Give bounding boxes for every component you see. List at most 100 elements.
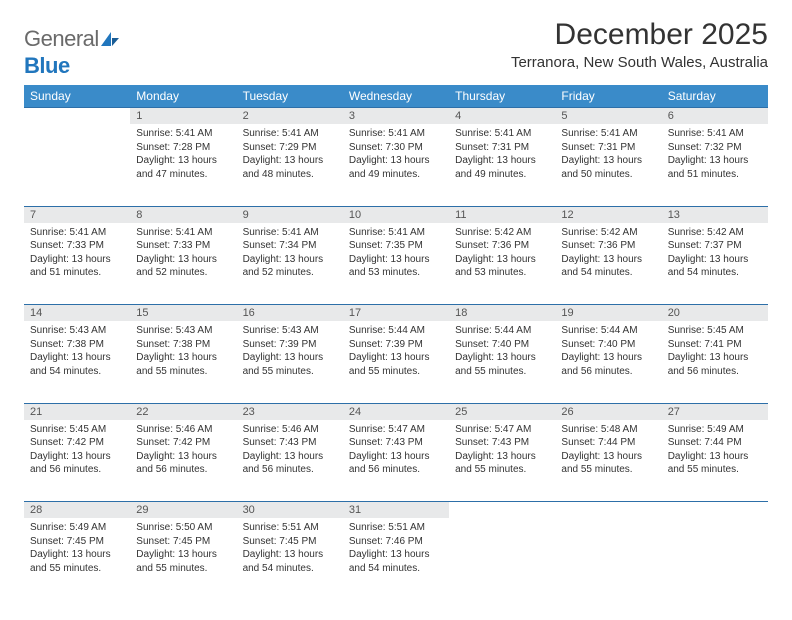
daylight-line: Daylight: 13 hours and 52 minutes. — [136, 253, 230, 280]
sunrise-line-label: Sunrise: — [561, 325, 598, 336]
sunrise-line-label: Sunrise: — [30, 325, 67, 336]
day-number-cell: 20 — [662, 305, 768, 322]
daylight-line-label: Daylight: — [30, 451, 69, 462]
day-content-cell: Sunrise: 5:42 AMSunset: 7:36 PMDaylight:… — [555, 223, 661, 305]
sunset-line-label: Sunset: — [668, 142, 702, 153]
sunset-line-value: 7:44 PM — [595, 437, 635, 448]
sunrise-line-label: Sunrise: — [243, 325, 280, 336]
daylight-line: Daylight: 13 hours and 54 minutes. — [243, 548, 337, 575]
day-number: 8 — [136, 209, 142, 221]
daylight-line-label: Daylight: — [349, 155, 388, 166]
day-content-cell: Sunrise: 5:43 AMSunset: 7:39 PMDaylight:… — [237, 321, 343, 403]
sunrise-line-value: 5:42 AM — [598, 227, 637, 238]
sunrise-line-label: Sunrise: — [30, 522, 67, 533]
day-number: 12 — [561, 209, 573, 221]
day-number-cell: 25 — [449, 403, 555, 420]
day-content-cell: Sunrise: 5:45 AMSunset: 7:41 PMDaylight:… — [662, 321, 768, 403]
sunrise-line-value: 5:49 AM — [704, 424, 743, 435]
daylight-line-label: Daylight: — [30, 352, 69, 363]
sunrise-line-value: 5:49 AM — [67, 522, 106, 533]
day-content-cell: Sunrise: 5:50 AMSunset: 7:45 PMDaylight:… — [130, 518, 236, 600]
daynum-row: 123456 — [24, 108, 768, 125]
day-number: 7 — [30, 209, 36, 221]
day-content-cell: Sunrise: 5:41 AMSunset: 7:33 PMDaylight:… — [24, 223, 130, 305]
daylight-line-label: Daylight: — [30, 549, 69, 560]
sunrise-line-label: Sunrise: — [561, 227, 598, 238]
sunrise-line-label: Sunrise: — [455, 424, 492, 435]
calendar-table: Sunday Monday Tuesday Wednesday Thursday… — [24, 85, 768, 600]
daylight-line-label: Daylight: — [243, 451, 282, 462]
sunrise-line-label: Sunrise: — [349, 424, 386, 435]
sunrise-line: Sunrise: 5:45 AM — [30, 423, 124, 437]
day-number: 18 — [455, 307, 467, 319]
sunset-line: Sunset: 7:43 PM — [455, 436, 549, 450]
sunrise-line-value: 5:41 AM — [279, 128, 318, 139]
sunrise-line-label: Sunrise: — [455, 325, 492, 336]
sunset-line: Sunset: 7:37 PM — [668, 239, 762, 253]
sunrise-line-label: Sunrise: — [349, 325, 386, 336]
day-content-cell — [449, 518, 555, 600]
daylight-line: Daylight: 13 hours and 56 minutes. — [30, 450, 124, 477]
daynum-row: 78910111213 — [24, 206, 768, 223]
day-number: 13 — [668, 209, 680, 221]
daylight-line: Daylight: 13 hours and 50 minutes. — [561, 154, 655, 181]
sunrise-line-label: Sunrise: — [349, 227, 386, 238]
daylight-line: Daylight: 13 hours and 53 minutes. — [455, 253, 549, 280]
daylight-line-label: Daylight: — [668, 155, 707, 166]
day-content-cell: Sunrise: 5:51 AMSunset: 7:45 PMDaylight:… — [237, 518, 343, 600]
sunset-line-value: 7:32 PM — [702, 142, 742, 153]
weekday-monday: Monday — [130, 85, 236, 108]
sunset-line-label: Sunset: — [30, 240, 64, 251]
sunset-line: Sunset: 7:40 PM — [455, 338, 549, 352]
day-number: 19 — [561, 307, 573, 319]
sunrise-line-label: Sunrise: — [30, 227, 67, 238]
day-number-cell: 31 — [343, 502, 449, 519]
day-number-cell: 6 — [662, 108, 768, 125]
sunset-line-value: 7:38 PM — [170, 339, 210, 350]
sunset-line-value: 7:31 PM — [595, 142, 635, 153]
daynum-row: 28293031 — [24, 502, 768, 519]
weekday-thursday: Thursday — [449, 85, 555, 108]
day-content-cell: Sunrise: 5:41 AMSunset: 7:34 PMDaylight:… — [237, 223, 343, 305]
sunrise-line-label: Sunrise: — [455, 227, 492, 238]
day-content-cell: Sunrise: 5:45 AMSunset: 7:42 PMDaylight:… — [24, 420, 130, 502]
daylight-line-label: Daylight: — [349, 352, 388, 363]
sunset-line: Sunset: 7:40 PM — [561, 338, 655, 352]
sunrise-line: Sunrise: 5:41 AM — [136, 127, 230, 141]
sunrise-line: Sunrise: 5:43 AM — [30, 324, 124, 338]
sunrise-line: Sunrise: 5:43 AM — [136, 324, 230, 338]
sunrise-line: Sunrise: 5:41 AM — [349, 226, 443, 240]
daynum-row: 14151617181920 — [24, 305, 768, 322]
day-number: 30 — [243, 504, 255, 516]
daylight-line: Daylight: 13 hours and 52 minutes. — [243, 253, 337, 280]
daylight-line: Daylight: 13 hours and 55 minutes. — [136, 548, 230, 575]
day-number-cell: 1 — [130, 108, 236, 125]
day-number-cell: 9 — [237, 206, 343, 223]
sunrise-line: Sunrise: 5:44 AM — [455, 324, 549, 338]
sunrise-line-value: 5:41 AM — [492, 128, 531, 139]
day-number: 16 — [243, 307, 255, 319]
sunset-line: Sunset: 7:28 PM — [136, 141, 230, 155]
sunrise-line-label: Sunrise: — [243, 227, 280, 238]
sunrise-line-value: 5:43 AM — [279, 325, 318, 336]
content-row: Sunrise: 5:43 AMSunset: 7:38 PMDaylight:… — [24, 321, 768, 403]
daylight-line-label: Daylight: — [668, 451, 707, 462]
sunrise-line-value: 5:47 AM — [386, 424, 425, 435]
day-number: 9 — [243, 209, 249, 221]
sunset-line: Sunset: 7:42 PM — [30, 436, 124, 450]
daylight-line: Daylight: 13 hours and 51 minutes. — [30, 253, 124, 280]
sunset-line: Sunset: 7:46 PM — [349, 535, 443, 549]
sunset-line-value: 7:43 PM — [489, 437, 529, 448]
daylight-line: Daylight: 13 hours and 48 minutes. — [243, 154, 337, 181]
sunset-line-value: 7:43 PM — [276, 437, 316, 448]
day-number-cell — [449, 502, 555, 519]
location-text: Terranora, New South Wales, Australia — [511, 54, 768, 71]
day-content-cell: Sunrise: 5:44 AMSunset: 7:40 PMDaylight:… — [449, 321, 555, 403]
sunrise-line-label: Sunrise: — [668, 227, 705, 238]
day-number: 17 — [349, 307, 361, 319]
sunset-line: Sunset: 7:32 PM — [668, 141, 762, 155]
day-content-cell: Sunrise: 5:44 AMSunset: 7:39 PMDaylight:… — [343, 321, 449, 403]
daylight-line: Daylight: 13 hours and 54 minutes. — [668, 253, 762, 280]
sunset-line-label: Sunset: — [349, 536, 383, 547]
sunrise-line-label: Sunrise: — [243, 522, 280, 533]
